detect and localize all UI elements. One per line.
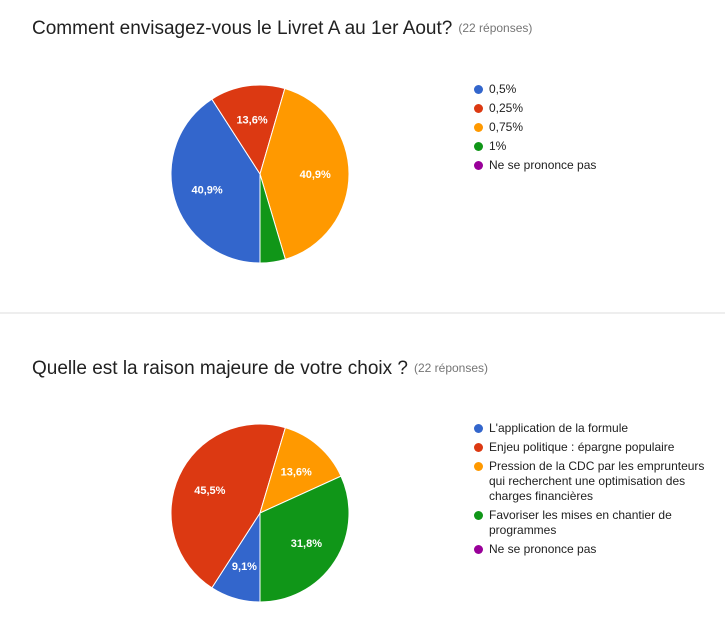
pie-slice-label-4: 31,8% xyxy=(291,538,322,550)
pie-slice-label-2: 45,5% xyxy=(194,485,225,497)
legend-swatch-icon xyxy=(474,161,483,170)
chart-2-pie: 9,1% 45,5% 13,6% 31,8% xyxy=(170,423,350,603)
pie-slice-label-3: 13,6% xyxy=(281,466,312,478)
legend-swatch-icon xyxy=(474,123,483,132)
legend-label: L'application de la formule xyxy=(489,421,629,435)
pie-slice-4 xyxy=(259,475,350,603)
legend-label: Enjeu politique : épargne populaire xyxy=(489,440,675,454)
pie-slice-label-1: 40,9% xyxy=(191,185,222,197)
legend-label: 0,75% xyxy=(489,120,524,134)
section-divider xyxy=(0,312,725,314)
chart-2-legend: L'application de la formule Enjeu politiq… xyxy=(474,421,714,561)
legend-label: 1% xyxy=(489,139,507,153)
legend-swatch-icon xyxy=(474,462,483,471)
chart-2-response-count: (22 réponses) xyxy=(413,361,489,375)
chart-1-title: Comment envisagez-vous le Livret A au 1e… xyxy=(32,18,453,39)
legend-item: Pression de la CDC par les emprunteurs q… xyxy=(474,459,714,504)
legend-item: 0,25% xyxy=(474,101,714,116)
chart-1-response-count: (22 réponses) xyxy=(458,21,533,35)
legend-label: Ne se prononce pas xyxy=(489,158,597,172)
chart-card-2: Quelle est la raison majeure de votre ch… xyxy=(0,314,725,618)
chart-1-header: Comment envisagez-vous le Livret A au 1e… xyxy=(32,18,532,40)
legend-item: Enjeu politique : épargne populaire xyxy=(474,440,714,455)
legend-label: Favoriser les mises en chantier de progr… xyxy=(489,508,672,537)
pie-slice-2 xyxy=(211,84,286,176)
legend-swatch-icon xyxy=(474,545,483,554)
legend-label: Pression de la CDC par les emprunteurs q… xyxy=(489,459,705,503)
chart-2-title: Quelle est la raison majeure de votre ch… xyxy=(32,358,408,379)
legend-label: 0,25% xyxy=(489,101,524,115)
legend-swatch-icon xyxy=(474,85,483,94)
legend-swatch-icon xyxy=(474,142,483,151)
legend-swatch-icon xyxy=(474,511,483,520)
pie-slice-label-3: 40,9% xyxy=(300,169,331,181)
legend-label: 0,5% xyxy=(489,82,517,96)
legend-item: 1% xyxy=(474,139,714,154)
legend-item: 0,5% xyxy=(474,82,714,97)
legend-swatch-icon xyxy=(474,424,483,433)
pie-slice-label-2: 13,6% xyxy=(236,114,267,126)
chart-1-legend: 0,5% 0,25% 0,75% 1% Ne se prononce pas xyxy=(474,82,714,177)
pie-slice-3 xyxy=(259,427,342,514)
pie-slice-label-1: 9,1% xyxy=(232,561,257,573)
pie-slice-2 xyxy=(170,423,286,589)
legend-item: 0,75% xyxy=(474,120,714,135)
pie-slice-3 xyxy=(259,87,350,260)
legend-item: Ne se prononce pas xyxy=(474,158,714,173)
legend-swatch-icon xyxy=(474,443,483,452)
pie-slice-4 xyxy=(259,173,286,264)
legend-item: L'application de la formule xyxy=(474,421,714,436)
legend-item: Favoriser les mises en chantier de progr… xyxy=(474,508,714,538)
chart-1-pie: 40,9% 13,6% 40,9% xyxy=(170,84,350,264)
legend-item: Ne se prononce pas xyxy=(474,542,714,557)
legend-label: Ne se prononce pas xyxy=(489,542,597,556)
chart-2-header: Quelle est la raison majeure de votre ch… xyxy=(32,358,488,380)
legend-swatch-icon xyxy=(474,104,483,113)
chart-card-1: Comment envisagez-vous le Livret A au 1e… xyxy=(32,18,714,264)
